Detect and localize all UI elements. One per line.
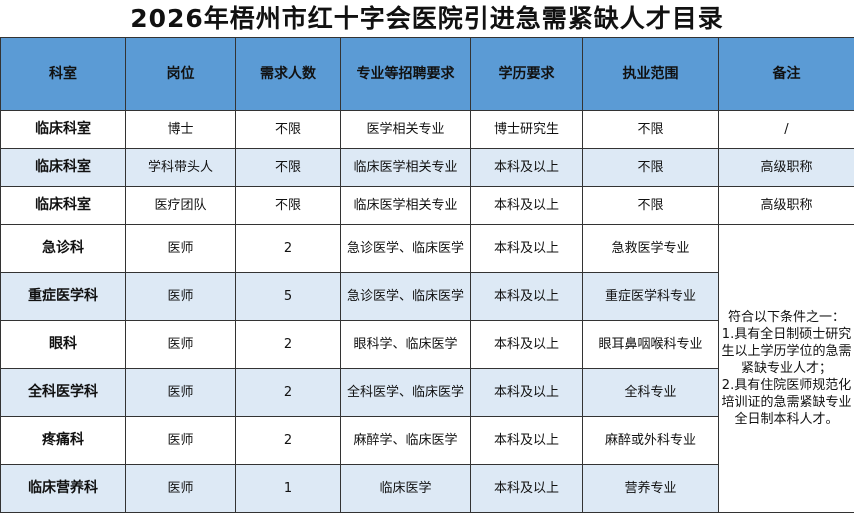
cell-headcount: 不限 [235, 110, 341, 149]
cell-department: 临床科室 [0, 148, 126, 187]
cell-practice-scope: 营养专业 [582, 464, 719, 513]
header-department: 科室 [0, 37, 126, 111]
cell-education: 本科及以上 [470, 320, 583, 369]
cell-education: 本科及以上 [470, 148, 583, 187]
cell-position: 学科带头人 [125, 148, 236, 187]
cell-department: 重症医学科 [0, 272, 126, 321]
cell-headcount: 1 [235, 464, 341, 513]
cell-major-requirement: 临床医学相关专业 [340, 148, 471, 187]
cell-major-requirement: 医学相关专业 [340, 110, 471, 149]
cell-major-requirement: 全科医学、临床医学 [340, 368, 471, 417]
cell-position: 医师 [125, 320, 236, 369]
cell-major-requirement: 临床医学 [340, 464, 471, 513]
cell-major-requirement: 急诊医学、临床医学 [340, 272, 471, 321]
cell-position: 博士 [125, 110, 236, 149]
cell-major-requirement: 临床医学相关专业 [340, 186, 471, 225]
table-row: 眼科 医师 2 眼科学、临床医学 本科及以上 眼耳鼻咽喉科专业 [0, 320, 854, 369]
cell-position: 医师 [125, 416, 236, 465]
cell-headcount: 5 [235, 272, 341, 321]
table-row: 临床科室 博士 不限 医学相关专业 博士研究生 不限 / [0, 110, 854, 149]
cell-major-requirement: 麻醉学、临床医学 [340, 416, 471, 465]
cell-department: 眼科 [0, 320, 126, 369]
cell-remarks: / [718, 110, 854, 149]
header-education: 学历要求 [470, 37, 583, 111]
header-row: 科室 岗位 需求人数 专业等招聘要求 学历要求 执业范围 备注 [0, 37, 854, 111]
cell-practice-scope: 重症医学科专业 [582, 272, 719, 321]
cell-practice-scope: 眼耳鼻咽喉科专业 [582, 320, 719, 369]
header-remarks: 备注 [718, 37, 854, 111]
page-title: 2026年梧州市红十字会医院引进急需紧缺人才目录 [130, 4, 724, 33]
cell-practice-scope: 不限 [582, 148, 719, 187]
table-row: 临床科室 医疗团队 不限 临床医学相关专业 本科及以上 不限 高级职称 [0, 186, 854, 225]
table-row: 全科医学科 医师 2 全科医学、临床医学 本科及以上 全科专业 [0, 368, 854, 417]
cell-education: 本科及以上 [470, 224, 583, 273]
talent-table: 科室 岗位 需求人数 专业等招聘要求 学历要求 执业范围 备注 临床科室 博士 不限 医学相关专业… [0, 37, 854, 513]
cell-remarks-shared: 符合以下条件之一： 1.具有全日制硕士研究生以上学历学位的急需紧缺专业人才； 2… [718, 224, 854, 513]
cell-headcount: 2 [235, 320, 341, 369]
cell-headcount: 2 [235, 368, 341, 417]
cell-position: 医师 [125, 464, 236, 513]
cell-practice-scope: 不限 [582, 110, 719, 149]
cell-practice-scope: 麻醉或外科专业 [582, 416, 719, 465]
table-row: 临床营养科 医师 1 临床医学 本科及以上 营养专业 [0, 464, 854, 513]
cell-department: 全科医学科 [0, 368, 126, 417]
cell-department: 临床营养科 [0, 464, 126, 513]
cell-position: 医师 [125, 368, 236, 417]
cell-remarks: 高级职称 [718, 148, 854, 187]
header-position: 岗位 [125, 37, 236, 111]
cell-remarks: 高级职称 [718, 186, 854, 225]
table-row: 急诊科 医师 2 急诊医学、临床医学 本科及以上 急救医学专业 符合以下条件之一： 1.具有… [0, 224, 854, 513]
cell-department: 急诊科 [0, 224, 126, 273]
cell-department: 疼痛科 [0, 416, 126, 465]
cell-practice-scope: 急救医学专业 [582, 224, 719, 273]
table-row: 重症医学科 医师 5 急诊医学、临床医学 本科及以上 重症医学科专业 [0, 272, 854, 321]
cell-major-requirement: 眼科学、临床医学 [340, 320, 471, 369]
cell-department: 临床科室 [0, 110, 126, 149]
cell-department: 临床科室 [0, 186, 126, 225]
cell-position: 医师 [125, 272, 236, 321]
cell-education: 本科及以上 [470, 368, 583, 417]
cell-headcount: 不限 [235, 148, 341, 187]
cell-headcount: 2 [235, 416, 341, 465]
cell-education: 本科及以上 [470, 416, 583, 465]
header-practice-scope: 执业范围 [582, 37, 719, 111]
cell-education: 本科及以上 [470, 186, 583, 225]
cell-practice-scope: 全科专业 [582, 368, 719, 417]
cell-education: 本科及以上 [470, 272, 583, 321]
cell-education: 本科及以上 [470, 464, 583, 513]
cell-headcount: 不限 [235, 186, 341, 225]
header-headcount: 需求人数 [235, 37, 341, 111]
cell-position: 医师 [125, 224, 236, 273]
cell-position: 医疗团队 [125, 186, 236, 225]
cell-headcount: 2 [235, 224, 341, 273]
cell-education: 博士研究生 [470, 110, 583, 149]
cell-practice-scope: 不限 [582, 186, 719, 225]
table-row: 临床科室 学科带头人 不限 临床医学相关专业 本科及以上 不限 高级职称 [0, 148, 854, 187]
cell-major-requirement: 急诊医学、临床医学 [340, 224, 471, 273]
header-major-requirement: 专业等招聘要求 [340, 37, 471, 111]
